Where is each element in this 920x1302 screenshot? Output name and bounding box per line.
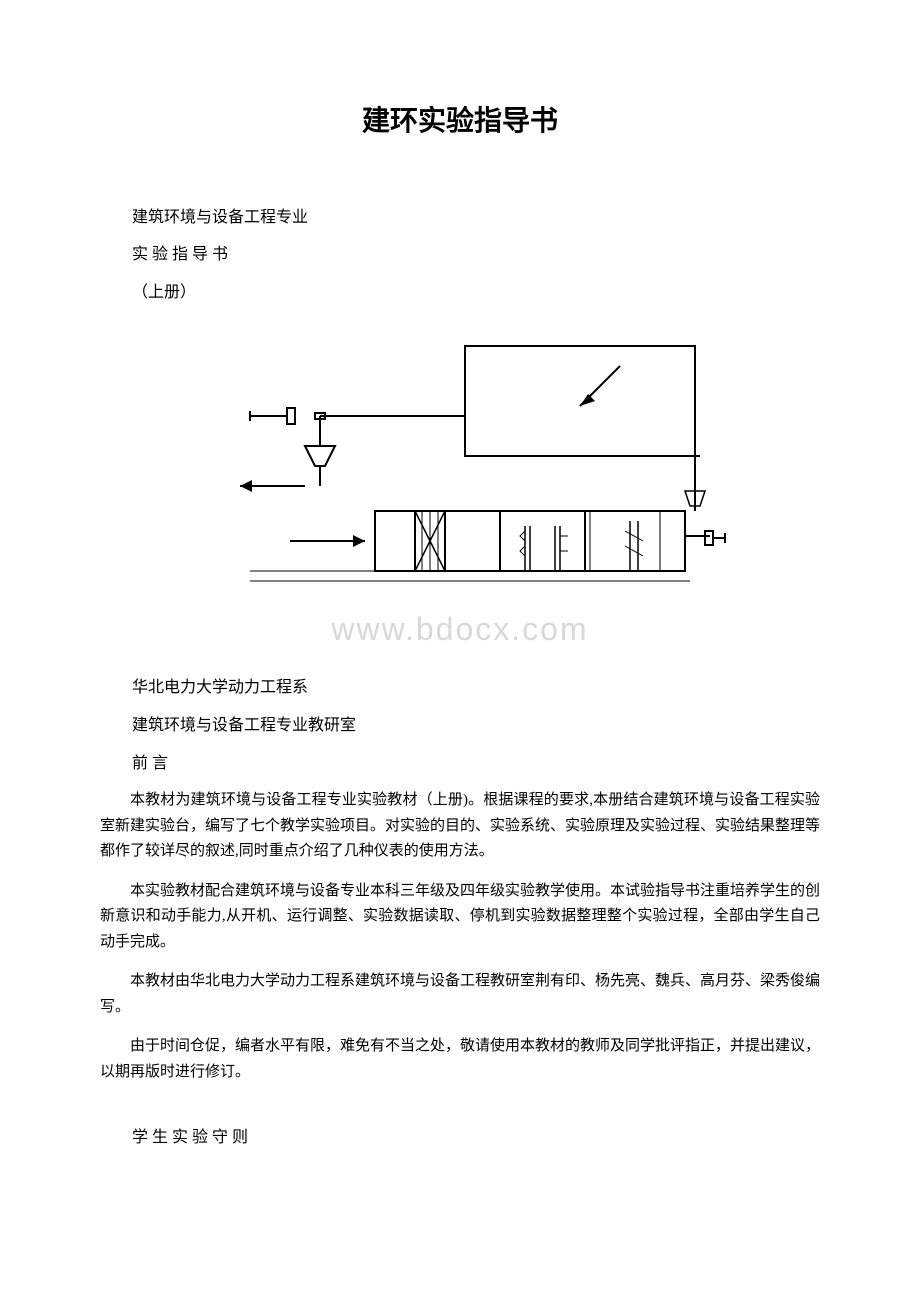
preface-heading: 前 言 [100, 751, 820, 777]
document-title: 建环实验指导书 [100, 100, 820, 145]
hvac-schematic-svg [190, 336, 730, 616]
subtitle-book-type: 实 验 指 导 书 [100, 242, 820, 268]
preface-paragraph-2: 本实验教材配合建筑环境与设备专业本科三年级及四年级实验教学使用。本试验指导书注重… [100, 879, 820, 956]
preface-paragraph-1: 本教材为建筑环境与设备工程专业实验教材（上册)。根据课程的要求,本册结合建筑环境… [100, 788, 820, 865]
subtitle-volume: （上册） [100, 280, 820, 306]
schematic-diagram [100, 336, 820, 625]
organization-university: 华北电力大学动力工程系 [100, 675, 820, 701]
preface-paragraph-3: 本教材由华北电力大学动力工程系建筑环境与设备工程教研室荆有印、杨先亮、魏兵、高月… [100, 969, 820, 1020]
organization-department: 建筑环境与设备工程专业教研室 [100, 713, 820, 739]
subtitle-major: 建筑环境与设备工程专业 [100, 205, 820, 231]
preface-paragraph-4: 由于时间仓促，编者水平有限，难免有不当之处，敬请使用本教材的教师及同学批评指正，… [100, 1034, 820, 1085]
rules-heading: 学 生 实 验 守 则 [100, 1125, 820, 1151]
